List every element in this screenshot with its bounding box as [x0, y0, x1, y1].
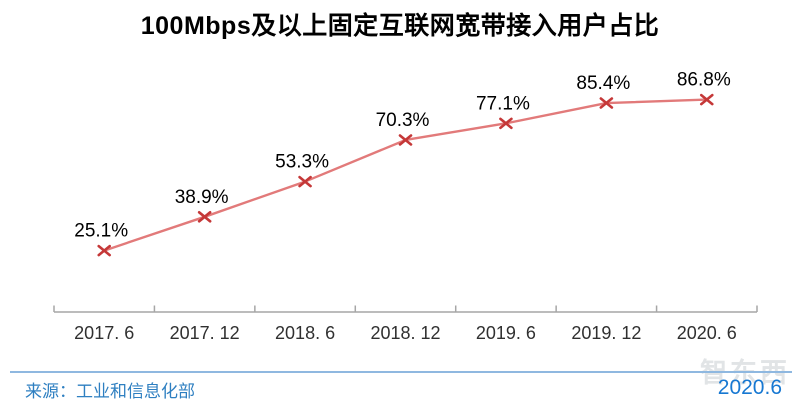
data-point-marker — [699, 93, 714, 106]
data-label: 77.1% — [476, 93, 530, 114]
source-label: 来源：工业和信息化部 — [25, 382, 195, 401]
data-label: 86.8% — [677, 70, 731, 91]
chart-title: 100Mbps及以上固定互联网宽带接入用户占比 — [140, 12, 660, 40]
data-point-marker — [97, 244, 112, 257]
footer-divider — [10, 371, 792, 373]
footer-date: 2020.6 — [717, 376, 782, 399]
data-point-marker — [599, 97, 614, 109]
x-axis-label: 2020. 6 — [677, 323, 737, 343]
zhidx-watermark-icon: 智东西 — [700, 358, 790, 388]
data-point-marker — [298, 175, 312, 188]
data-label: 53.3% — [275, 152, 329, 173]
data-label: 85.4% — [576, 73, 630, 94]
x-axis-label: 2018. 12 — [370, 323, 440, 343]
x-axis-label: 2017. 12 — [170, 323, 240, 343]
x-axis-label: 2017. 6 — [74, 323, 134, 343]
x-axis-label: 2019. 6 — [476, 323, 536, 343]
x-axis-label: 2019. 12 — [571, 323, 641, 343]
data-point-marker — [197, 211, 212, 223]
data-label: 25.1% — [74, 221, 128, 242]
data-label: 70.3% — [376, 110, 430, 131]
x-axis-label: 2018. 6 — [275, 323, 335, 343]
data-point-marker — [499, 117, 513, 130]
data-label: 38.9% — [175, 187, 229, 208]
data-point-marker — [398, 134, 413, 146]
